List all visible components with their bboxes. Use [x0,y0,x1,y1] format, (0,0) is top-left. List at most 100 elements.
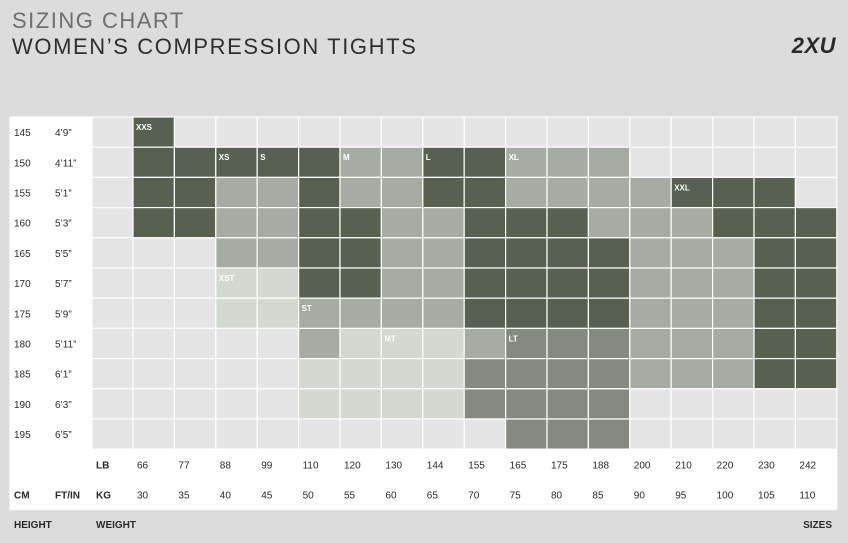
heatmap-cell [298,267,341,299]
heatmap-cell [132,388,176,420]
kg-tick-label: 50 [303,491,315,502]
row-spacer-cell [91,176,134,209]
row-ftin-label: 5’7” [55,279,72,290]
heatmap-cell [422,237,465,269]
heatmap-cell [753,358,797,390]
heatmap-cell [463,418,507,450]
heatmap-cell [422,297,465,330]
heatmap-cell [463,146,507,178]
heatmap-cell [380,267,424,299]
lb-tick-label: 88 [220,460,232,471]
heatmap-cell [215,327,258,360]
heatmap-cell [298,116,341,148]
heatmap-cell [546,237,590,269]
lb-tick-label: 175 [551,460,568,471]
heatmap-cell [463,207,507,239]
heatmap-cell [546,418,590,450]
heatmap-cell [215,176,258,209]
heatmap-cell [298,176,341,209]
size-label-m: M [343,153,350,162]
heatmap-cell [753,237,797,269]
size-label-xl: XL [509,153,519,162]
heatmap-cell [794,418,838,450]
size-label-s: S [260,153,266,162]
heatmap-cell [505,327,548,360]
heatmap-cell [711,388,755,420]
heatmap-cell [339,207,383,239]
lb-tick-label: 188 [592,460,609,471]
heatmap-cell [339,237,383,269]
heatmap-cell [794,146,838,178]
row-ftin-label: 6’3” [55,400,72,411]
heatmap-cell [505,267,548,299]
lb-tick-cell [711,448,755,481]
heatmap-cell [546,327,590,360]
kg-tick-label: 60 [385,491,397,502]
heatmap-cell [670,388,714,420]
heatmap-cell [670,327,714,360]
heatmap-cell [546,176,590,209]
heatmap-cell [256,146,300,178]
heatmap-cell [711,267,755,299]
heatmap-cell [256,207,300,239]
kg-axis-label: KG [96,491,111,502]
kg-tick-cell [505,478,548,511]
heatmap-cell [339,267,383,299]
heatmap-cell [711,297,755,330]
heatmap-cell [298,388,341,420]
heatmap-cell [173,267,217,299]
heatmap-cell [380,297,424,330]
row-cm-label: 160 [14,219,31,230]
heatmap-cell [380,207,424,239]
row-cm-label: 155 [14,189,31,200]
lb-tick-cell [505,448,548,481]
heatmap-cell [753,176,797,209]
heatmap-cell [215,297,258,330]
size-label-lt: LT [509,334,518,343]
kg-tick-label: 40 [220,491,232,502]
heatmap-cell [670,116,714,148]
heatmap-cell [587,358,631,390]
heatmap-cell [339,388,383,420]
heatmap-cell [794,237,838,269]
row-ftin-label: 5’9” [55,309,72,320]
row-ftin-label: 5’3” [55,219,72,230]
heatmap-cell [422,176,465,209]
row-cm-cell [9,207,52,239]
row-ftin-cell [50,327,93,360]
heatmap-cell [173,418,217,450]
heatmap-cell [505,176,548,209]
kg-tick-cell [298,478,341,511]
size-label-mt: MT [384,334,396,343]
kg-tick-label: 35 [178,491,190,502]
heatmap-cell [587,207,631,239]
row-cm-label: 145 [14,128,31,139]
heatmap-cell [422,418,465,450]
heatmap-cell [298,146,341,178]
lb-axis-label: LB [96,460,109,471]
heatmap-cell [215,146,258,178]
heatmap-cell [256,327,300,360]
footer-sizes-label: SIZES [803,520,832,531]
heatmap-cell [587,327,631,360]
heatmap-cell [670,146,714,178]
heatmap-cell [629,388,672,420]
kg-tick-cell [794,478,838,511]
heatmap-cell [256,267,300,299]
heatmap-cell [380,327,424,360]
size-label-l: L [426,153,431,162]
size-label-st: ST [302,304,312,313]
lb-row-blank-cell [9,448,52,481]
cm-axis-label: CM [14,491,30,502]
heatmap-cell [587,146,631,178]
heatmap-cell [587,267,631,299]
heatmap-cell [711,176,755,209]
heatmap-cell [753,418,797,450]
heatmap-cell [587,237,631,269]
row-spacer-cell [91,358,134,390]
heatmap-cell [629,146,672,178]
heatmap-cell [132,418,176,450]
size-label-xs: XS [219,153,230,162]
ftin-axis-label: FT/IN [55,491,80,502]
heatmap-cell [298,297,341,330]
